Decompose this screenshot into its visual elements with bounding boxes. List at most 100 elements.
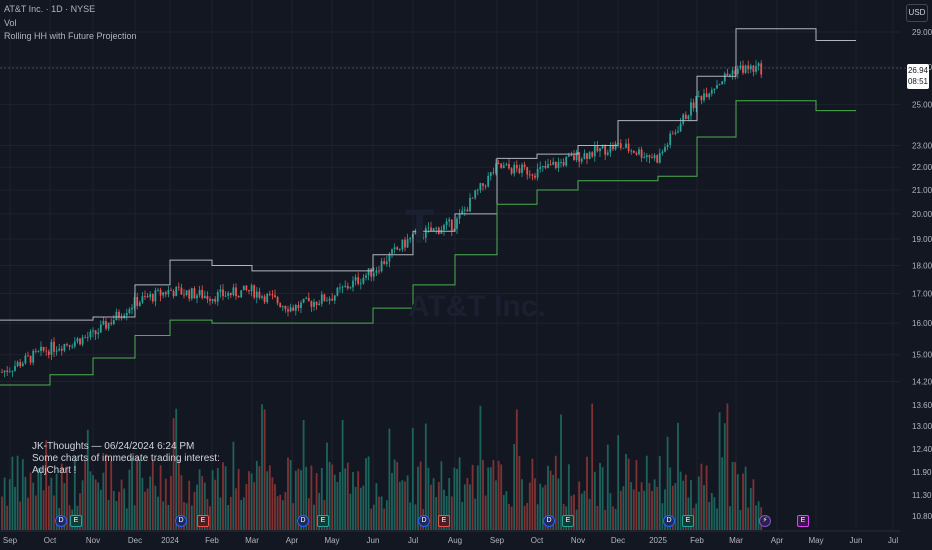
volume-bar <box>94 479 97 530</box>
volume-bar <box>102 472 105 530</box>
volume-bar <box>214 479 217 530</box>
candle-body <box>713 88 716 90</box>
volume-bar <box>190 505 193 530</box>
volume-bar <box>710 492 713 530</box>
volume-bar <box>736 474 739 530</box>
candle-body <box>53 341 55 352</box>
volume-bar <box>747 507 750 530</box>
volume-bar <box>201 476 204 530</box>
volume-bar <box>250 473 253 530</box>
volume-bar <box>248 471 250 530</box>
dividend-marker[interactable]: D <box>297 515 309 527</box>
volume-bar <box>757 501 760 530</box>
dividend-marker[interactable]: D <box>543 515 555 527</box>
volume-bar <box>606 444 609 530</box>
volume-bar <box>344 468 347 530</box>
volume-bar <box>632 489 635 530</box>
candle-body <box>653 155 656 159</box>
candle-body <box>310 301 313 307</box>
earnings-marker[interactable]: E <box>197 515 209 527</box>
volume-bar <box>68 505 71 530</box>
candle-body <box>258 291 261 298</box>
volume-bar <box>14 486 16 530</box>
volume-bar <box>731 461 734 530</box>
volume-indicator-label[interactable]: Vol <box>4 18 17 28</box>
volume-bar <box>552 474 555 530</box>
dividend-marker[interactable]: D <box>418 515 430 527</box>
candle-body <box>388 253 391 262</box>
volume-bar <box>396 461 399 530</box>
dividend-marker[interactable]: D <box>55 515 67 527</box>
candle-body <box>723 73 726 82</box>
candle-body <box>375 270 378 273</box>
volume-bar <box>739 509 742 530</box>
earnings-marker[interactable]: E <box>70 515 82 527</box>
volume-bar <box>3 477 6 530</box>
dividend-marker[interactable]: D <box>663 515 675 527</box>
volume-bar <box>508 504 510 530</box>
volume-bar <box>6 505 9 530</box>
annotation-line-3: AdjChart ! <box>32 465 77 476</box>
volume-bar <box>1 496 3 530</box>
currency-button[interactable]: USD <box>906 4 928 22</box>
candle-body <box>497 163 500 165</box>
symbol-title[interactable]: AT&T Inc. · 1D · NYSE <box>4 4 96 14</box>
volume-bar <box>398 481 401 530</box>
candle-body <box>684 114 687 119</box>
volume-bar <box>89 471 92 530</box>
earnings-marker[interactable]: E <box>317 515 329 527</box>
volume-bar <box>448 478 451 530</box>
volume-bar <box>401 480 404 530</box>
candle-body <box>661 151 664 154</box>
volume-bar <box>198 469 201 530</box>
candle-body <box>671 133 674 135</box>
volume-bar <box>690 480 692 530</box>
volume-bar <box>32 482 35 530</box>
candle-body <box>63 344 66 351</box>
volume-bar <box>365 458 367 530</box>
volume-bar <box>357 471 360 530</box>
x-tick-label: Jul <box>408 536 418 545</box>
dividend-marker[interactable]: D <box>175 515 187 527</box>
volume-bar <box>372 504 375 530</box>
candle-body <box>393 247 396 250</box>
candle-body <box>742 65 744 73</box>
earnings-marker[interactable]: E <box>562 515 574 527</box>
earnings-marker[interactable]: E <box>682 515 694 527</box>
volume-bar <box>55 473 58 530</box>
candle-body <box>593 145 596 157</box>
volume-bar <box>97 482 100 530</box>
candle-body <box>638 149 640 155</box>
earnings-marker[interactable]: E <box>438 515 450 527</box>
candle-body <box>164 292 167 295</box>
volume-bar <box>612 506 614 530</box>
x-tick-label: Feb <box>205 536 219 545</box>
volume-bar <box>47 485 50 530</box>
volume-bar <box>315 473 318 530</box>
volume-bar <box>331 464 334 530</box>
candle-body <box>8 371 11 373</box>
x-tick-label: Sep <box>3 536 18 545</box>
candle-body <box>144 296 146 297</box>
volume-bar <box>21 459 24 530</box>
candle-body <box>16 362 19 367</box>
volume-tick-label: 11.90 <box>912 468 932 477</box>
candle-body <box>76 338 79 342</box>
volume-bar <box>531 458 534 530</box>
volume-bar <box>359 487 362 530</box>
y-tick-label: 19.00 <box>912 235 932 244</box>
volume-bar <box>60 463 63 530</box>
rolling-hh-indicator-label[interactable]: Rolling HH with Future Projection <box>4 31 137 41</box>
candle-body <box>502 165 505 168</box>
earnings-marker[interactable]: E <box>797 515 809 527</box>
volume-bar <box>534 478 536 530</box>
volume-bar <box>528 482 531 530</box>
candle-body <box>162 292 165 296</box>
volume-bar <box>300 470 302 530</box>
split-event-icon[interactable]: ⚡ <box>759 515 771 527</box>
volume-bar <box>375 483 378 530</box>
candle-body <box>708 93 711 98</box>
candle-body <box>354 277 357 281</box>
volume-bar <box>622 486 625 530</box>
